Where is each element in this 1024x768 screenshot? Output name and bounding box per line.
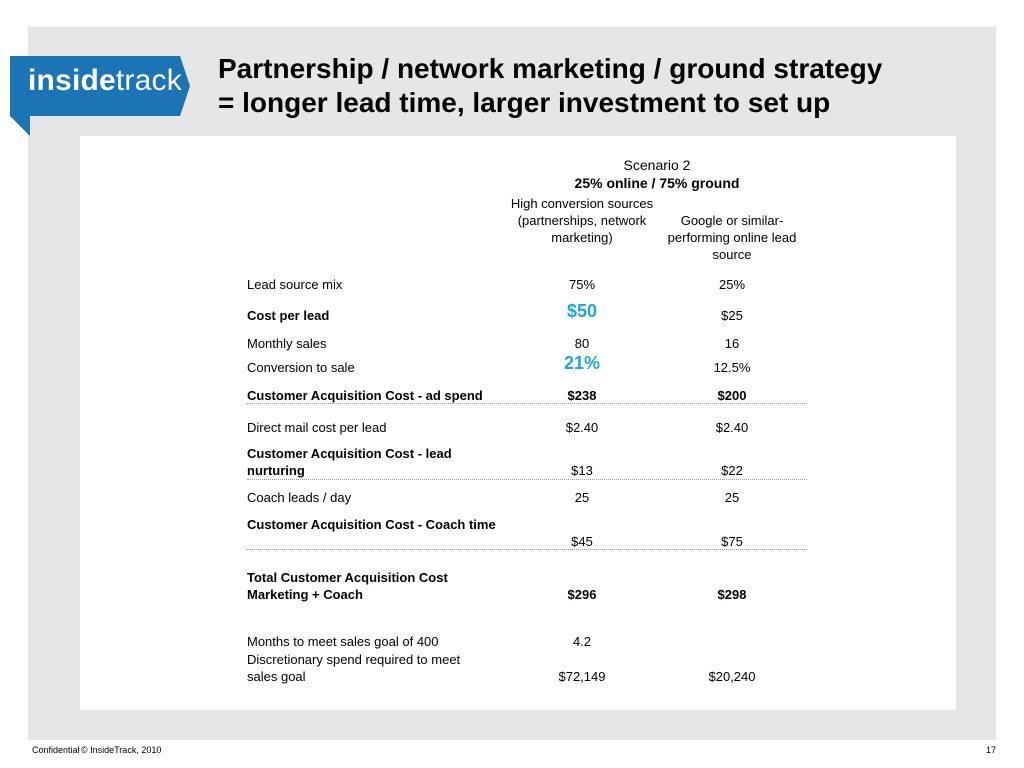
- row-label: Customer Acquisition Cost - lead nurturi…: [247, 446, 452, 478]
- content-panel: [80, 136, 956, 710]
- logo-bold: inside: [28, 64, 116, 97]
- row-value-col2: $25: [721, 308, 743, 323]
- row-value-col2: $20,240: [708, 669, 756, 684]
- logo: insidetrack: [28, 64, 182, 98]
- row-value-col2: 25: [724, 490, 740, 505]
- logo-light: track: [115, 64, 182, 97]
- row-value-col2: $200: [717, 388, 747, 403]
- column-header-2: Google or similar-performing online lead…: [667, 213, 797, 262]
- row-label: Coach leads / day: [247, 490, 352, 505]
- footer-confidential: Confidential: [32, 745, 80, 755]
- row-label: Total Customer Acquisition Cost Marketin…: [247, 570, 448, 602]
- row-label: Direct mail cost per lead: [247, 420, 387, 435]
- scenario-subtitle: 25% online / 75% ground: [574, 175, 740, 191]
- column-header-1: High conversion sources (partnerships, n…: [510, 196, 654, 245]
- row-value-col2: $75: [721, 534, 743, 549]
- slide-title: Partnership / network marketing / ground…: [218, 52, 978, 120]
- scenario-header: Scenario 2 25% online / 75% ground: [507, 156, 807, 192]
- page-number: 17: [985, 745, 996, 755]
- row-value-col2: $2.40: [715, 420, 749, 435]
- row-value-col1: $72,149: [558, 669, 606, 684]
- row-label: Months to meet sales goal of 400: [247, 634, 439, 649]
- slide-title-line-2: = longer lead time, larger investment to…: [218, 87, 831, 118]
- dotted-divider: [247, 479, 807, 480]
- row-label: Conversion to sale: [247, 360, 355, 375]
- row-value-col1: $2.40: [565, 420, 599, 435]
- logo-banner: [10, 56, 190, 116]
- row-label: Customer Acquisition Cost - Coach time: [247, 517, 496, 532]
- row-value-col1-highlight: 21%: [563, 353, 601, 373]
- logo-fold: [10, 116, 30, 136]
- row-value-col1: 80: [574, 336, 590, 351]
- row-value-col2: 12.5%: [713, 360, 751, 375]
- row-label: Monthly sales: [247, 336, 327, 351]
- row-label: Customer Acquisition Cost - ad spend: [247, 388, 483, 403]
- row-label: Discretionary spend required to meet sal…: [247, 652, 461, 684]
- row-value-col2: 25%: [718, 277, 746, 292]
- scenario-title: Scenario 2: [623, 157, 691, 173]
- row-value-col1: $45: [571, 534, 593, 549]
- row-value-col1: $13: [571, 463, 593, 478]
- row-value-col1: 75%: [568, 277, 596, 292]
- dotted-divider: [247, 549, 807, 550]
- row-label: Lead source mix: [247, 277, 343, 292]
- row-value-col1-highlight: $50: [566, 301, 598, 321]
- footer-copyright: © InsideTrack, 2010: [81, 745, 162, 755]
- row-value-col1: 4.2: [572, 634, 592, 649]
- row-value-col2: $22: [721, 463, 743, 478]
- row-value-col2: 16: [724, 336, 740, 351]
- slide-title-line-1: Partnership / network marketing / ground…: [218, 53, 883, 84]
- row-value-col1: $296: [567, 587, 597, 602]
- row-value-col2: $298: [717, 587, 747, 602]
- row-label: Cost per lead: [247, 308, 330, 323]
- dotted-divider: [247, 403, 807, 404]
- row-value-col1: 25: [574, 490, 590, 505]
- row-value-col1: $238: [567, 388, 597, 403]
